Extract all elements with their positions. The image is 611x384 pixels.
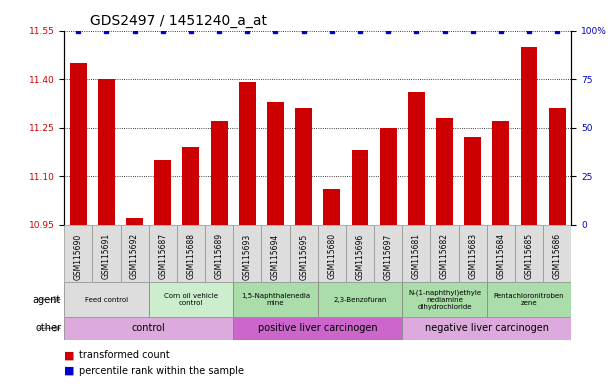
Bar (290, 225, 318, 282)
Bar (318, 282, 402, 317)
Bar (323, 189, 340, 225)
Text: GSM115691: GSM115691 (102, 233, 111, 280)
Bar (267, 102, 284, 225)
Bar (374, 225, 402, 282)
Bar (492, 121, 510, 225)
Bar (487, 225, 515, 282)
Bar (402, 317, 571, 340)
Bar (402, 282, 487, 317)
Bar (64, 282, 148, 317)
Bar (318, 225, 346, 282)
Text: GSM115692: GSM115692 (130, 233, 139, 280)
Text: GSM115693: GSM115693 (243, 233, 252, 280)
Text: Corn oil vehicle
control: Corn oil vehicle control (164, 293, 218, 306)
Text: control: control (132, 323, 166, 333)
Bar (205, 225, 233, 282)
Bar (177, 225, 205, 282)
Bar (92, 225, 120, 282)
Text: GSM115680: GSM115680 (327, 233, 336, 280)
Text: GSM115685: GSM115685 (524, 233, 533, 280)
Bar (436, 118, 453, 225)
Text: GDS2497 / 1451240_a_at: GDS2497 / 1451240_a_at (90, 14, 266, 28)
Text: GSM115684: GSM115684 (496, 233, 505, 280)
Bar (148, 225, 177, 282)
Bar (379, 127, 397, 225)
Bar (70, 63, 87, 225)
Bar (183, 147, 199, 225)
Bar (211, 121, 227, 225)
Bar (487, 282, 571, 317)
Bar (543, 225, 571, 282)
Text: GSM115697: GSM115697 (384, 233, 393, 280)
Bar (430, 225, 459, 282)
Bar (402, 225, 430, 282)
Text: other: other (35, 323, 61, 333)
Text: positive liver carcinogen: positive liver carcinogen (258, 323, 378, 333)
Bar (64, 225, 92, 282)
Text: agent: agent (33, 295, 61, 305)
Bar (346, 225, 374, 282)
Text: GSM115694: GSM115694 (271, 233, 280, 280)
Text: Pentachloronitroben
zene: Pentachloronitroben zene (494, 293, 565, 306)
Text: GSM115682: GSM115682 (440, 233, 449, 279)
Text: ■: ■ (64, 366, 75, 376)
Text: ■: ■ (64, 350, 75, 360)
Bar (148, 282, 233, 317)
Text: 2,3-Benzofuran: 2,3-Benzofuran (333, 296, 387, 303)
Text: N-(1-naphthyl)ethyle
nediamine
dihydrochloride: N-(1-naphthyl)ethyle nediamine dihydroch… (408, 289, 481, 310)
Text: GSM115686: GSM115686 (553, 233, 562, 280)
Bar (233, 317, 402, 340)
Text: GSM115683: GSM115683 (468, 233, 477, 280)
Bar (233, 282, 318, 317)
Bar (515, 225, 543, 282)
Bar (98, 79, 115, 225)
Bar (64, 317, 233, 340)
Bar (295, 108, 312, 225)
Bar (549, 108, 566, 225)
Text: Feed control: Feed control (85, 296, 128, 303)
Bar (239, 83, 256, 225)
Text: GSM115696: GSM115696 (356, 233, 365, 280)
Bar (126, 218, 143, 225)
Text: GSM115688: GSM115688 (186, 233, 196, 279)
Text: negative liver carcinogen: negative liver carcinogen (425, 323, 549, 333)
Bar (351, 150, 368, 225)
Text: GSM115689: GSM115689 (214, 233, 224, 280)
Bar (262, 225, 290, 282)
Bar (408, 92, 425, 225)
Bar (521, 47, 538, 225)
Text: 1,5-Naphthalenedia
mine: 1,5-Naphthalenedia mine (241, 293, 310, 306)
Bar (459, 225, 487, 282)
Text: GSM115690: GSM115690 (74, 233, 82, 280)
Bar (233, 225, 262, 282)
Bar (120, 225, 148, 282)
Text: GSM115681: GSM115681 (412, 233, 421, 279)
Bar (155, 160, 171, 225)
Bar (464, 137, 481, 225)
Text: transformed count: transformed count (79, 350, 170, 360)
Text: GSM115695: GSM115695 (299, 233, 308, 280)
Text: GSM115687: GSM115687 (158, 233, 167, 280)
Text: percentile rank within the sample: percentile rank within the sample (79, 366, 244, 376)
